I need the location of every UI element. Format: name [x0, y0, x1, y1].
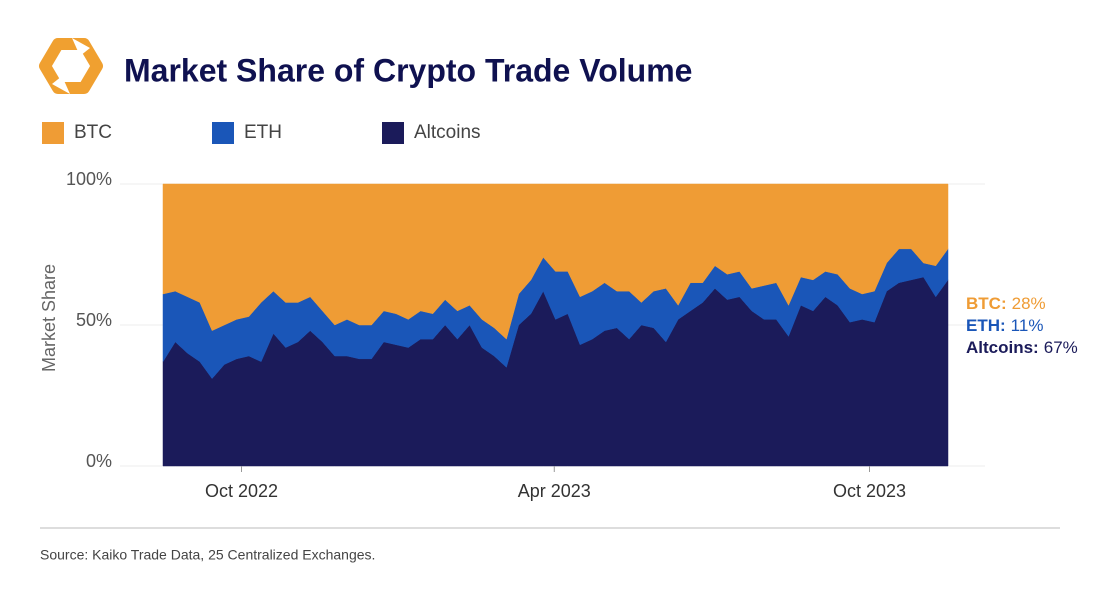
y-tick-label: 50% — [76, 310, 112, 330]
logo-cut — [72, 38, 90, 56]
logo-cut — [52, 76, 70, 94]
end-label-name: BTC: — [966, 294, 1007, 313]
x-tick-label: Apr 2023 — [518, 481, 591, 501]
legend-label: BTC — [74, 122, 112, 143]
end-label-value: 67% — [1044, 338, 1078, 357]
legend-swatch — [42, 122, 64, 144]
y-tick-label: 0% — [86, 451, 112, 471]
legend-swatch — [212, 122, 234, 144]
area-btc — [162, 183, 949, 340]
legend-label: Altcoins — [414, 122, 481, 143]
end-label-value: 11% — [1011, 316, 1044, 335]
logo-ring — [39, 38, 103, 94]
end-label-value: 28% — [1012, 294, 1046, 313]
y-axis-label: Market Share — [39, 264, 59, 372]
end-label: ETH: 11% — [966, 316, 1043, 335]
end-label: Altcoins: 67% — [966, 338, 1078, 357]
end-label-name: Altcoins: — [966, 338, 1039, 357]
x-tick-label: Oct 2023 — [833, 481, 906, 501]
chart-title: Market Share of Crypto Trade Volume — [124, 52, 692, 88]
x-tick-label: Oct 2022 — [205, 481, 278, 501]
legend-label: ETH — [244, 122, 282, 143]
source-note: Source: Kaiko Trade Data, 25 Centralized… — [40, 547, 375, 563]
y-tick-label: 100% — [66, 169, 112, 189]
end-label: BTC: 28% — [966, 294, 1046, 313]
legend-swatch — [382, 122, 404, 144]
end-label-name: ETH: — [966, 316, 1006, 335]
logo — [39, 38, 103, 94]
